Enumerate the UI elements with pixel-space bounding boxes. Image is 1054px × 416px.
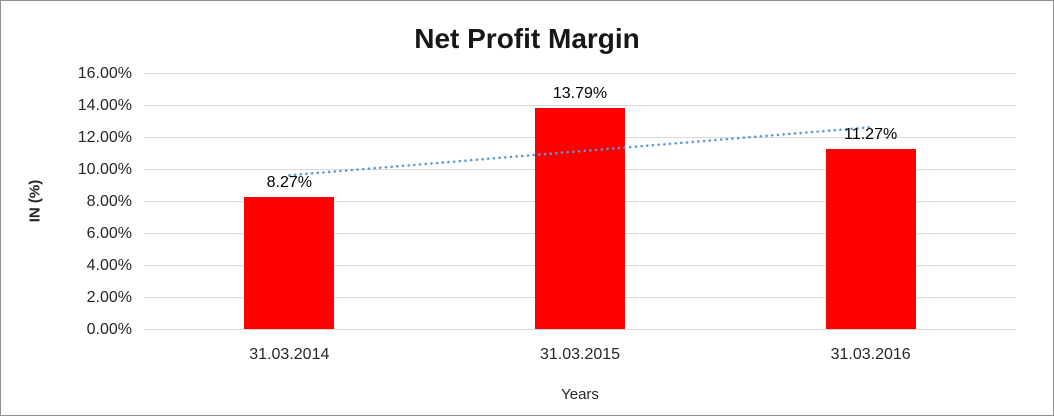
x-tick-label: 31.03.2015 <box>539 346 621 363</box>
y-tick-label: 12.00% <box>77 128 132 146</box>
y-tick-label: 4.00% <box>86 256 132 274</box>
x-axis-title: Years <box>561 386 599 403</box>
gridline <box>144 104 1016 106</box>
gridline <box>144 72 1016 74</box>
bar-31.03.2014 <box>244 196 335 329</box>
y-tick-label: 8.00% <box>86 192 132 210</box>
x-tick-label: 31.03.2014 <box>249 346 330 363</box>
plot-area: 8.27% 13.79% 11.27% <box>144 72 1016 330</box>
gridline <box>144 328 1016 330</box>
y-tick-label: 6.00% <box>86 224 132 242</box>
bar-data-label: 13.79% <box>552 85 608 103</box>
x-tick-label: 31.03.2016 <box>830 346 911 363</box>
y-tick-label: 0.00% <box>86 320 132 338</box>
y-tick-label: 14.00% <box>77 96 132 114</box>
y-tick-label: 16.00% <box>77 64 132 82</box>
bar-data-label: 11.27% <box>844 125 898 143</box>
bar-31.03.2016 <box>825 148 916 329</box>
y-tick-label: 10.00% <box>77 160 132 178</box>
chart-title: Net Profit Margin <box>414 23 640 54</box>
y-tick-label: 2.00% <box>86 288 132 306</box>
bar-data-label: 8.27% <box>266 173 313 191</box>
bar-31.03.2015 <box>535 108 625 329</box>
